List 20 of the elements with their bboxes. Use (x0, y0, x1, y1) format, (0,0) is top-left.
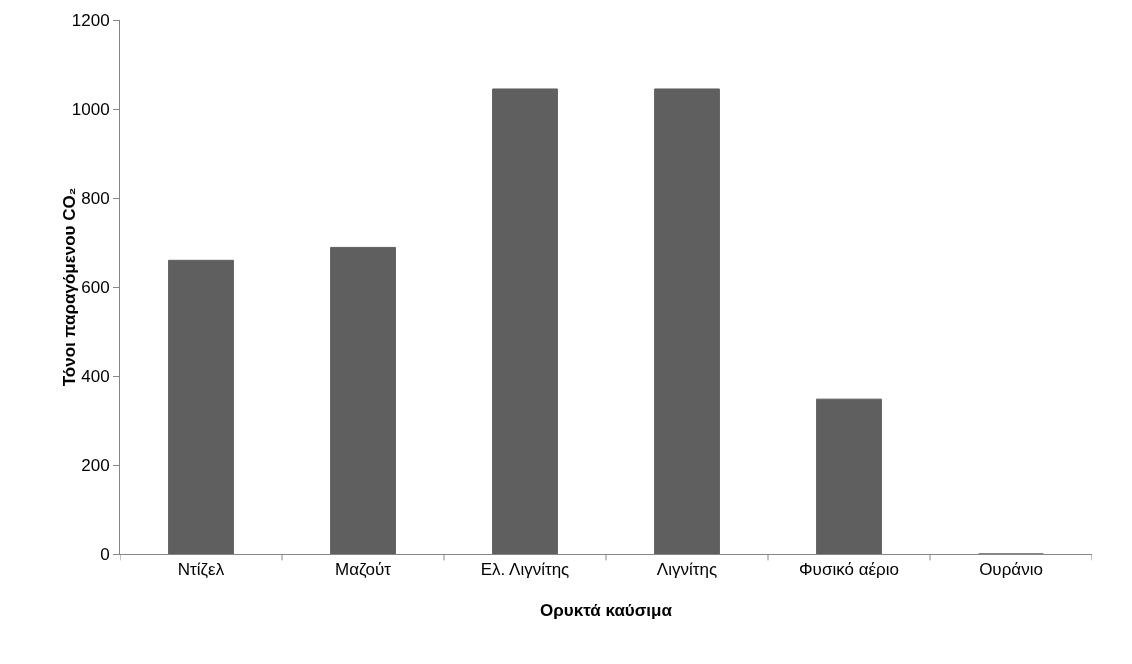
x-tick-label: Ελ. Λιγνίτης (480, 560, 570, 580)
x-tick-label: Μαζούτ (335, 560, 392, 580)
x-tick-label: Ουράνιο (979, 560, 1043, 580)
y-tick-label: 800 (81, 188, 110, 208)
bar (654, 88, 720, 554)
bar (492, 88, 558, 554)
x-axis-title: Ορυκτά καύσιμα (540, 600, 673, 620)
bar (330, 246, 396, 554)
y-tick-label: 1200 (71, 10, 110, 30)
y-axis-title: Τόνοι παραγόμενου CO₂ (60, 187, 80, 387)
x-tick-label: Φυσικό αέριο (799, 560, 899, 580)
y-tick-label: 0 (100, 544, 110, 564)
y-tick-label: 600 (81, 277, 110, 297)
y-tick-label: 400 (81, 366, 110, 386)
x-tick-label: Λιγνίτης (656, 560, 718, 580)
x-tick-label: Ντίζελ (177, 560, 225, 580)
bar (816, 398, 882, 554)
bar (168, 259, 234, 554)
y-tick-label: 1000 (71, 99, 110, 119)
y-tick-label: 200 (81, 455, 110, 475)
